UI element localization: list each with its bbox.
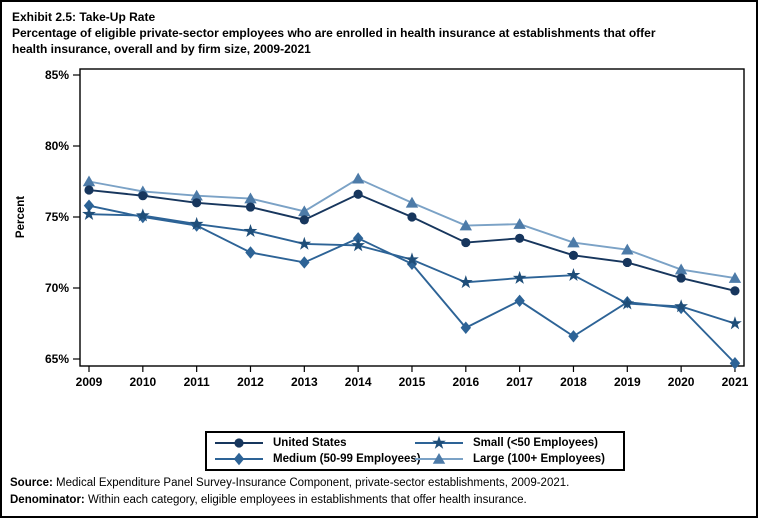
legend-item-small: Small (<50 Employees) (415, 436, 615, 450)
series-circle (84, 185, 740, 296)
series-star (82, 206, 742, 330)
denominator-label: Denominator: (10, 494, 85, 506)
exhibit-subtitle-line-1: Percentage of eligible private-sector em… (12, 26, 656, 40)
chart-footnotes: Source: Medical Expenditure Panel Survey… (10, 475, 569, 509)
small-firm-line-marker-icon (415, 436, 463, 449)
legend-item-united-states: United States (215, 436, 415, 450)
svg-text:75%: 75% (45, 210, 69, 224)
svg-text:2017: 2017 (506, 375, 533, 389)
y-axis-title: Percent (15, 196, 27, 238)
legend-item-large: Large (100+ Employees) (415, 452, 615, 466)
svg-text:2021: 2021 (722, 375, 749, 389)
take-up-rate-line-chart: 65% 70% 75% 80% 85% 2009 2010 2011 2012 2013 2014 2… (15, 68, 749, 389)
series-diamond (83, 199, 741, 370)
series-triangle (82, 172, 742, 283)
exhibit-subtitle-line-2: health insurance, overall and by firm si… (12, 42, 311, 56)
svg-text:2015: 2015 (399, 375, 426, 389)
svg-text:2016: 2016 (452, 375, 479, 389)
svg-text:2014: 2014 (345, 375, 372, 389)
svg-text:2013: 2013 (291, 375, 318, 389)
exhibit-title-block: Exhibit 2.5: Take-Up Rate Percentage of … (12, 9, 752, 57)
legend-label-united-states: United States (273, 437, 347, 449)
legend-label-large: Large (100+ Employees) (473, 453, 605, 465)
denominator-text: Within each category, eligible employees… (84, 494, 527, 506)
svg-text:2009: 2009 (76, 375, 103, 389)
svg-text:80%: 80% (45, 139, 69, 153)
svg-text:85%: 85% (45, 68, 69, 82)
svg-text:2018: 2018 (560, 375, 587, 389)
medium-firm-line-marker-icon (215, 452, 263, 466)
source-label: Source: (10, 477, 53, 489)
svg-text:2020: 2020 (668, 375, 695, 389)
legend-item-medium: Medium (50-99 Employees) (215, 452, 421, 466)
svg-text:65%: 65% (45, 352, 69, 366)
chart-legend: United States Small (<50 Employees) Medi… (205, 431, 625, 471)
exhibit-title: Exhibit 2.5: Take-Up Rate (12, 10, 156, 24)
large-firm-line-marker-icon (415, 453, 463, 464)
source-note: Source: Medical Expenditure Panel Survey… (10, 475, 569, 492)
svg-text:2012: 2012 (237, 375, 264, 389)
svg-text:2011: 2011 (184, 375, 210, 389)
source-text: Medical Expenditure Panel Survey-Insuran… (52, 477, 570, 489)
legend-label-small: Small (<50 Employees) (473, 437, 598, 449)
svg-text:2019: 2019 (614, 375, 641, 389)
legend-label-medium: Medium (50-99 Employees) (273, 453, 421, 465)
svg-text:2010: 2010 (129, 375, 156, 389)
denominator-note: Denominator: Within each category, eligi… (10, 492, 569, 509)
svg-text:70%: 70% (45, 281, 69, 295)
united-states-line-marker-icon (215, 438, 263, 448)
